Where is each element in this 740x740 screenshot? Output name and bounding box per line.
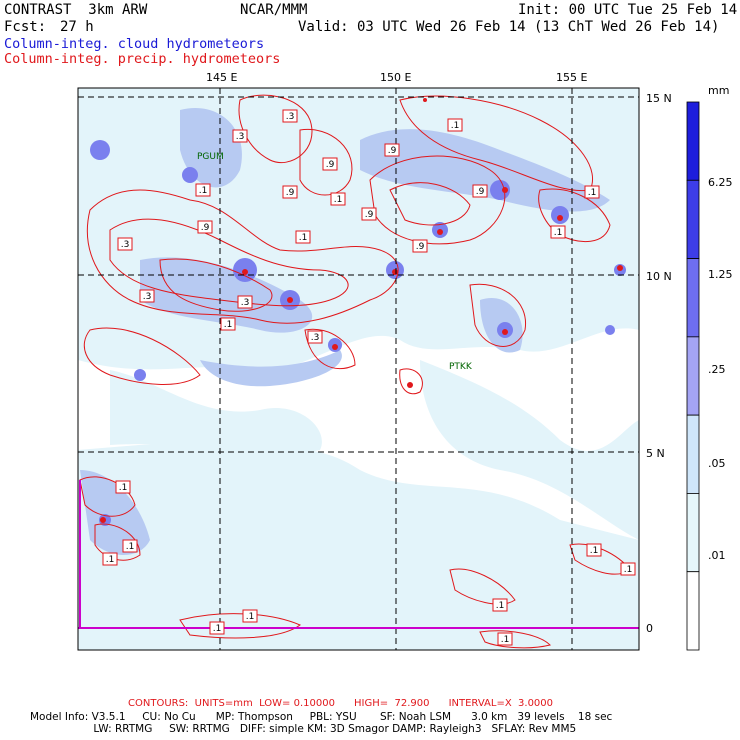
- map-frame: [77, 87, 640, 651]
- field-cloud-label: Column-integ. cloud hydrometeors: [4, 36, 265, 52]
- contour-label: .9: [365, 210, 374, 220]
- valid-time: Valid: 03 UTC Wed 26 Feb 14 (13 ChT Wed …: [298, 19, 720, 35]
- colorbar-segment: [686, 493, 700, 573]
- cloud-shading-mid: [80, 108, 610, 555]
- colorbar-label-0-01: .01: [708, 549, 726, 562]
- contour-label: .3: [286, 112, 295, 122]
- station-ptkk: PTKK: [449, 362, 472, 372]
- contour-label: .1: [554, 228, 563, 238]
- lat-tick-10n: 10 N: [646, 270, 672, 283]
- lat-tick-5n: 5 N: [646, 447, 665, 460]
- field-precip-label: Column-integ. precip. hydrometeors: [4, 51, 281, 67]
- colorbar: [686, 101, 700, 651]
- contour-label-boxes: [102, 109, 636, 646]
- contour-label: .9: [476, 187, 485, 197]
- contour-label: .1: [119, 483, 128, 493]
- colorbar-label-0-25: .25: [708, 363, 726, 376]
- contour-label: .1: [451, 121, 460, 131]
- contour-label: .9: [416, 242, 425, 252]
- contour-label: .3: [241, 298, 250, 308]
- lon-tick-145: 145 E: [206, 71, 238, 84]
- station-pgum: PGUM: [197, 152, 224, 162]
- colorbar-segment: [686, 414, 700, 494]
- contour-label: .1: [126, 542, 135, 552]
- contour-label: .9: [201, 223, 210, 233]
- contour-label: .9: [326, 160, 335, 170]
- contour-label: .1: [588, 188, 597, 198]
- lat-tick-0: 0: [646, 622, 653, 635]
- colorbar-segment: [686, 336, 700, 416]
- contour-label: .1: [246, 612, 255, 622]
- lat-tick-15n: 15 N: [646, 92, 672, 105]
- colorbar-unit: mm: [708, 84, 730, 97]
- contour-label: .3: [143, 292, 152, 302]
- model-title: CONTRAST 3km ARW: [4, 2, 148, 18]
- colorbar-label-1-25: 1.25: [708, 268, 733, 281]
- init-time: Init: 00 UTC Tue 25 Feb 14: [518, 2, 738, 18]
- contour-label: .9: [286, 188, 295, 198]
- colorbar-segment: [686, 101, 700, 181]
- colorbar-label-0-05: .05: [708, 457, 726, 470]
- contour-label: .1: [224, 320, 233, 330]
- contour-label: .3: [311, 333, 320, 343]
- contour-label: .1: [590, 546, 599, 556]
- lat-lon-grid: [78, 88, 639, 650]
- precip-cores: [100, 98, 623, 523]
- contour-label: .1: [106, 555, 115, 565]
- colorbar-label-6-25: 6.25: [708, 176, 733, 189]
- contour-label: .1: [334, 195, 343, 205]
- contour-label: .9: [388, 146, 397, 156]
- contour-label: .1: [624, 565, 633, 575]
- fcst-value: 27 h: [60, 19, 94, 35]
- colorbar-segment: [686, 571, 700, 651]
- contour-info: CONTOURS: UNITS=mm LOW= 0.10000 HIGH= 72…: [128, 698, 554, 709]
- fcst-label: Fcst:: [4, 19, 47, 35]
- lon-tick-150: 150 E: [380, 71, 412, 84]
- contour-label: .1: [213, 624, 222, 634]
- model-info-line2: LW: RRTMG SW: RRTMG DIFF: simple KM: 3D …: [30, 723, 577, 735]
- contour-label: .1: [299, 233, 308, 243]
- lon-tick-155: 155 E: [556, 71, 588, 84]
- contour-label: .3: [121, 240, 130, 250]
- org-label: NCAR/MMM: [240, 2, 308, 18]
- colorbar-segment: [686, 258, 700, 338]
- contour-label: .1: [501, 635, 510, 645]
- contour-label: .1: [199, 186, 208, 196]
- contour-label: .1: [496, 601, 505, 611]
- contour-label-texts: .3 .3 .9 .9 .9 .1 .9 .9 .9 .1 .3 .1 .9 .1 .3 .3 .1 .3 .1 .1…: [106, 112, 633, 645]
- contour-label: .3: [236, 132, 245, 142]
- model-info-line1: Model Info: V3.5.1 CU: No Cu MP: Thompso…: [30, 711, 613, 723]
- colorbar-segment: [686, 179, 700, 259]
